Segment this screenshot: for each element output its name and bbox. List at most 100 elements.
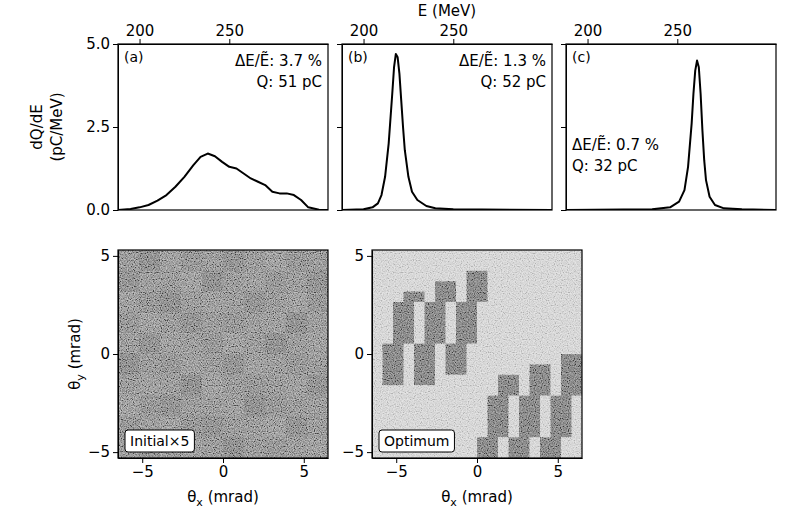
annotation: ΔE/Ẽ: 3.7 % xyxy=(235,51,322,70)
tick-label: −5 xyxy=(342,443,364,461)
axis-title: θy (mrad) xyxy=(66,318,87,390)
tick: −5 xyxy=(342,443,372,461)
image-area xyxy=(118,250,328,458)
axis: −5 0 5 xyxy=(373,458,583,481)
tick-label: 5 xyxy=(553,463,563,481)
tick-label: 250 xyxy=(663,22,692,40)
axis: −5 0 5 xyxy=(342,247,373,461)
axis: −5 0 5 xyxy=(119,458,329,481)
axis xyxy=(561,45,567,211)
tick xyxy=(337,44,342,45)
axis-line xyxy=(119,44,329,45)
spectrum-line xyxy=(118,154,328,210)
tick: 0 xyxy=(219,458,229,481)
annotation: Q: 52 pC xyxy=(481,73,546,91)
plot-frame xyxy=(566,44,776,210)
axis: 200250 xyxy=(343,22,553,45)
tick-mark xyxy=(113,452,118,453)
label-box xyxy=(125,430,194,452)
tick-label: 0 xyxy=(354,345,364,363)
noise-texture xyxy=(118,250,328,458)
tick-label: −5 xyxy=(88,443,110,461)
tick-label: 250 xyxy=(439,22,468,40)
tick: 0 xyxy=(100,345,118,363)
tick-mark xyxy=(367,452,372,453)
label-part: (mrad) xyxy=(203,488,259,506)
tick xyxy=(561,44,566,45)
tick-mark xyxy=(113,44,118,45)
axis: −5 0 5 xyxy=(88,247,119,461)
annotation: ΔE/Ẽ: 1.3 % xyxy=(459,51,546,70)
axis: 200 250 xyxy=(567,22,777,45)
panel: 2002500.02.55.0(a)dQ/dE(pC/MeV)ΔE/Ẽ: 3.7… xyxy=(28,22,329,219)
label-part: (mrad) xyxy=(66,318,84,374)
tick-label: 0 xyxy=(473,463,483,481)
axis-line xyxy=(342,45,343,211)
panel: 200250 (b) E (MeV) ΔE/Ẽ: 1.3 % Q: 52 pC xyxy=(337,2,553,211)
axis-line xyxy=(118,251,119,459)
tick-mark xyxy=(337,44,342,45)
tick: 250 xyxy=(663,22,692,44)
tick-label: 250 xyxy=(215,22,244,40)
label-box xyxy=(379,430,454,452)
panel-label: (a) xyxy=(124,49,144,65)
axis: 200 250 xyxy=(119,22,329,45)
axis-line xyxy=(343,44,553,45)
annotation: Q: 51 pC xyxy=(257,73,322,91)
tick-mark xyxy=(113,127,118,128)
tick: 200 xyxy=(126,22,155,44)
plot-frame xyxy=(118,44,328,210)
image-title: Optimum xyxy=(384,433,449,449)
tick-mark xyxy=(561,210,566,211)
axis-line xyxy=(372,251,373,459)
tick-mark xyxy=(337,210,342,211)
tick xyxy=(561,210,566,211)
image-title: Initial×5 xyxy=(130,433,189,449)
tick: 5 xyxy=(354,247,372,265)
annotation: ΔE/Ẽ: 0.7 % xyxy=(572,135,659,154)
image-label: Optimum xyxy=(379,430,454,452)
tick xyxy=(337,127,342,128)
tick: 200 xyxy=(574,22,603,44)
tick-mark xyxy=(113,256,118,257)
tick: 2.5 xyxy=(86,118,118,136)
spectrum-line xyxy=(342,54,552,210)
noise-texture xyxy=(372,250,582,458)
tick: 0 xyxy=(354,345,372,363)
image-label: Initial×5 xyxy=(125,430,194,452)
tick-mark xyxy=(113,210,118,211)
plot-frame xyxy=(118,250,328,458)
tick-label: 2.5 xyxy=(86,118,110,136)
panel: 200250(c)ΔE/Ẽ: 0.7 %Q: 32 pC xyxy=(561,22,777,211)
image-area xyxy=(372,250,582,458)
tick-label: −5 xyxy=(386,463,408,481)
tick: 5.0 xyxy=(86,35,118,53)
label-part: θ xyxy=(66,381,84,390)
tick-label: 5.0 xyxy=(86,35,110,53)
tick-label: 5 xyxy=(299,463,309,481)
tick: 0.0 xyxy=(86,201,118,219)
axis xyxy=(337,45,343,211)
axis-line xyxy=(567,44,777,45)
plot-frame xyxy=(372,250,582,458)
tick-label: −5 xyxy=(132,463,154,481)
tick-label: 5 xyxy=(354,247,364,265)
tick-label: 200 xyxy=(574,22,603,40)
tick: 5 xyxy=(299,458,309,481)
tick: −5 xyxy=(132,458,154,481)
plot-area xyxy=(342,54,552,210)
figure: 2002500.02.55.0(a)dQ/dE(pC/MeV)ΔE/Ẽ: 3.7… xyxy=(0,0,800,518)
tick: −5 xyxy=(88,443,118,461)
label-part: θ xyxy=(187,488,196,506)
tick-label: 200 xyxy=(126,22,155,40)
tick-label: 5 xyxy=(100,247,110,265)
panel-label: (b) xyxy=(348,49,368,65)
panel-label: (c) xyxy=(572,49,591,65)
axis-line xyxy=(566,45,567,211)
axis-title: E (MeV) xyxy=(418,2,476,20)
axis-title: θx (mrad) xyxy=(187,488,259,509)
spectrum-line xyxy=(566,61,776,210)
plot-frame xyxy=(342,44,552,210)
axis: 0.0 2.5 5.0 xyxy=(86,35,118,219)
plot-area xyxy=(118,154,328,210)
